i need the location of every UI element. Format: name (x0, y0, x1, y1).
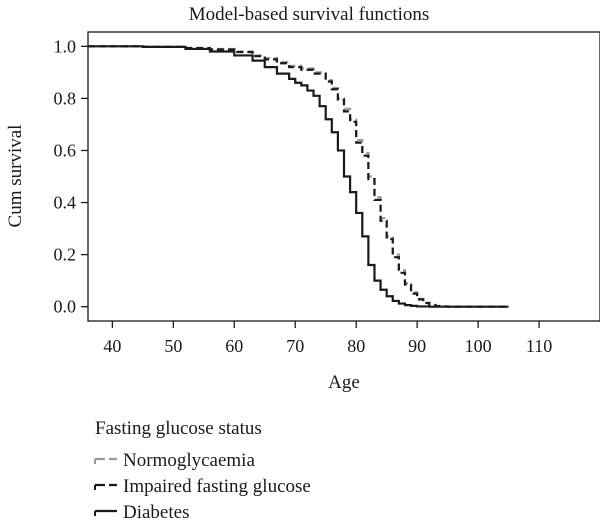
x-tick-label: 50 (164, 336, 182, 356)
series-line-0 (88, 45, 509, 308)
x-tick-label: 60 (225, 336, 243, 356)
x-ticks: 40 50 60 70 80 90 100 110 (103, 321, 552, 356)
legend-title: Fasting glucose status (95, 418, 262, 439)
x-tick-label: 70 (286, 336, 304, 356)
y-tick-label: 0.0 (54, 297, 77, 317)
x-tick-label: 100 (465, 336, 492, 356)
x-tick-label: 40 (103, 336, 121, 356)
chart-title: Model-based survival functions (189, 4, 430, 25)
legend-items: Normoglycaemia Impaired fasting glucose Di… (94, 450, 311, 523)
y-axis-label: Cum survival (5, 125, 26, 228)
x-axis-label: Age (328, 372, 360, 393)
y-tick-label: 1.0 (54, 36, 77, 56)
legend-label: Normoglycaemia (123, 450, 255, 471)
y-tick-label: 0.4 (54, 193, 77, 213)
y-tick-label: 0.8 (54, 88, 77, 108)
plot-frame (87, 31, 600, 322)
y-tick-label: 0.2 (54, 245, 77, 265)
legend-entry: Diabetes (94, 502, 189, 523)
x-tick-label: 90 (408, 336, 426, 356)
legend: Fasting glucose status Normoglycaemia Imp… (94, 418, 311, 523)
series-line-2 (88, 45, 509, 308)
legend-label: Diabetes (123, 502, 189, 523)
legend-entry: Impaired fasting glucose (94, 476, 311, 497)
series-lines (88, 45, 509, 308)
series-line-1 (88, 45, 509, 308)
legend-label: Impaired fasting glucose (123, 476, 311, 497)
legend-entry: Normoglycaemia (94, 450, 255, 471)
y-ticks: 0.0 0.2 0.4 0.6 0.8 1.0 (54, 36, 88, 317)
x-tick-label: 110 (526, 336, 552, 356)
y-tick-label: 0.6 (54, 140, 77, 160)
x-tick-label: 80 (347, 336, 365, 356)
